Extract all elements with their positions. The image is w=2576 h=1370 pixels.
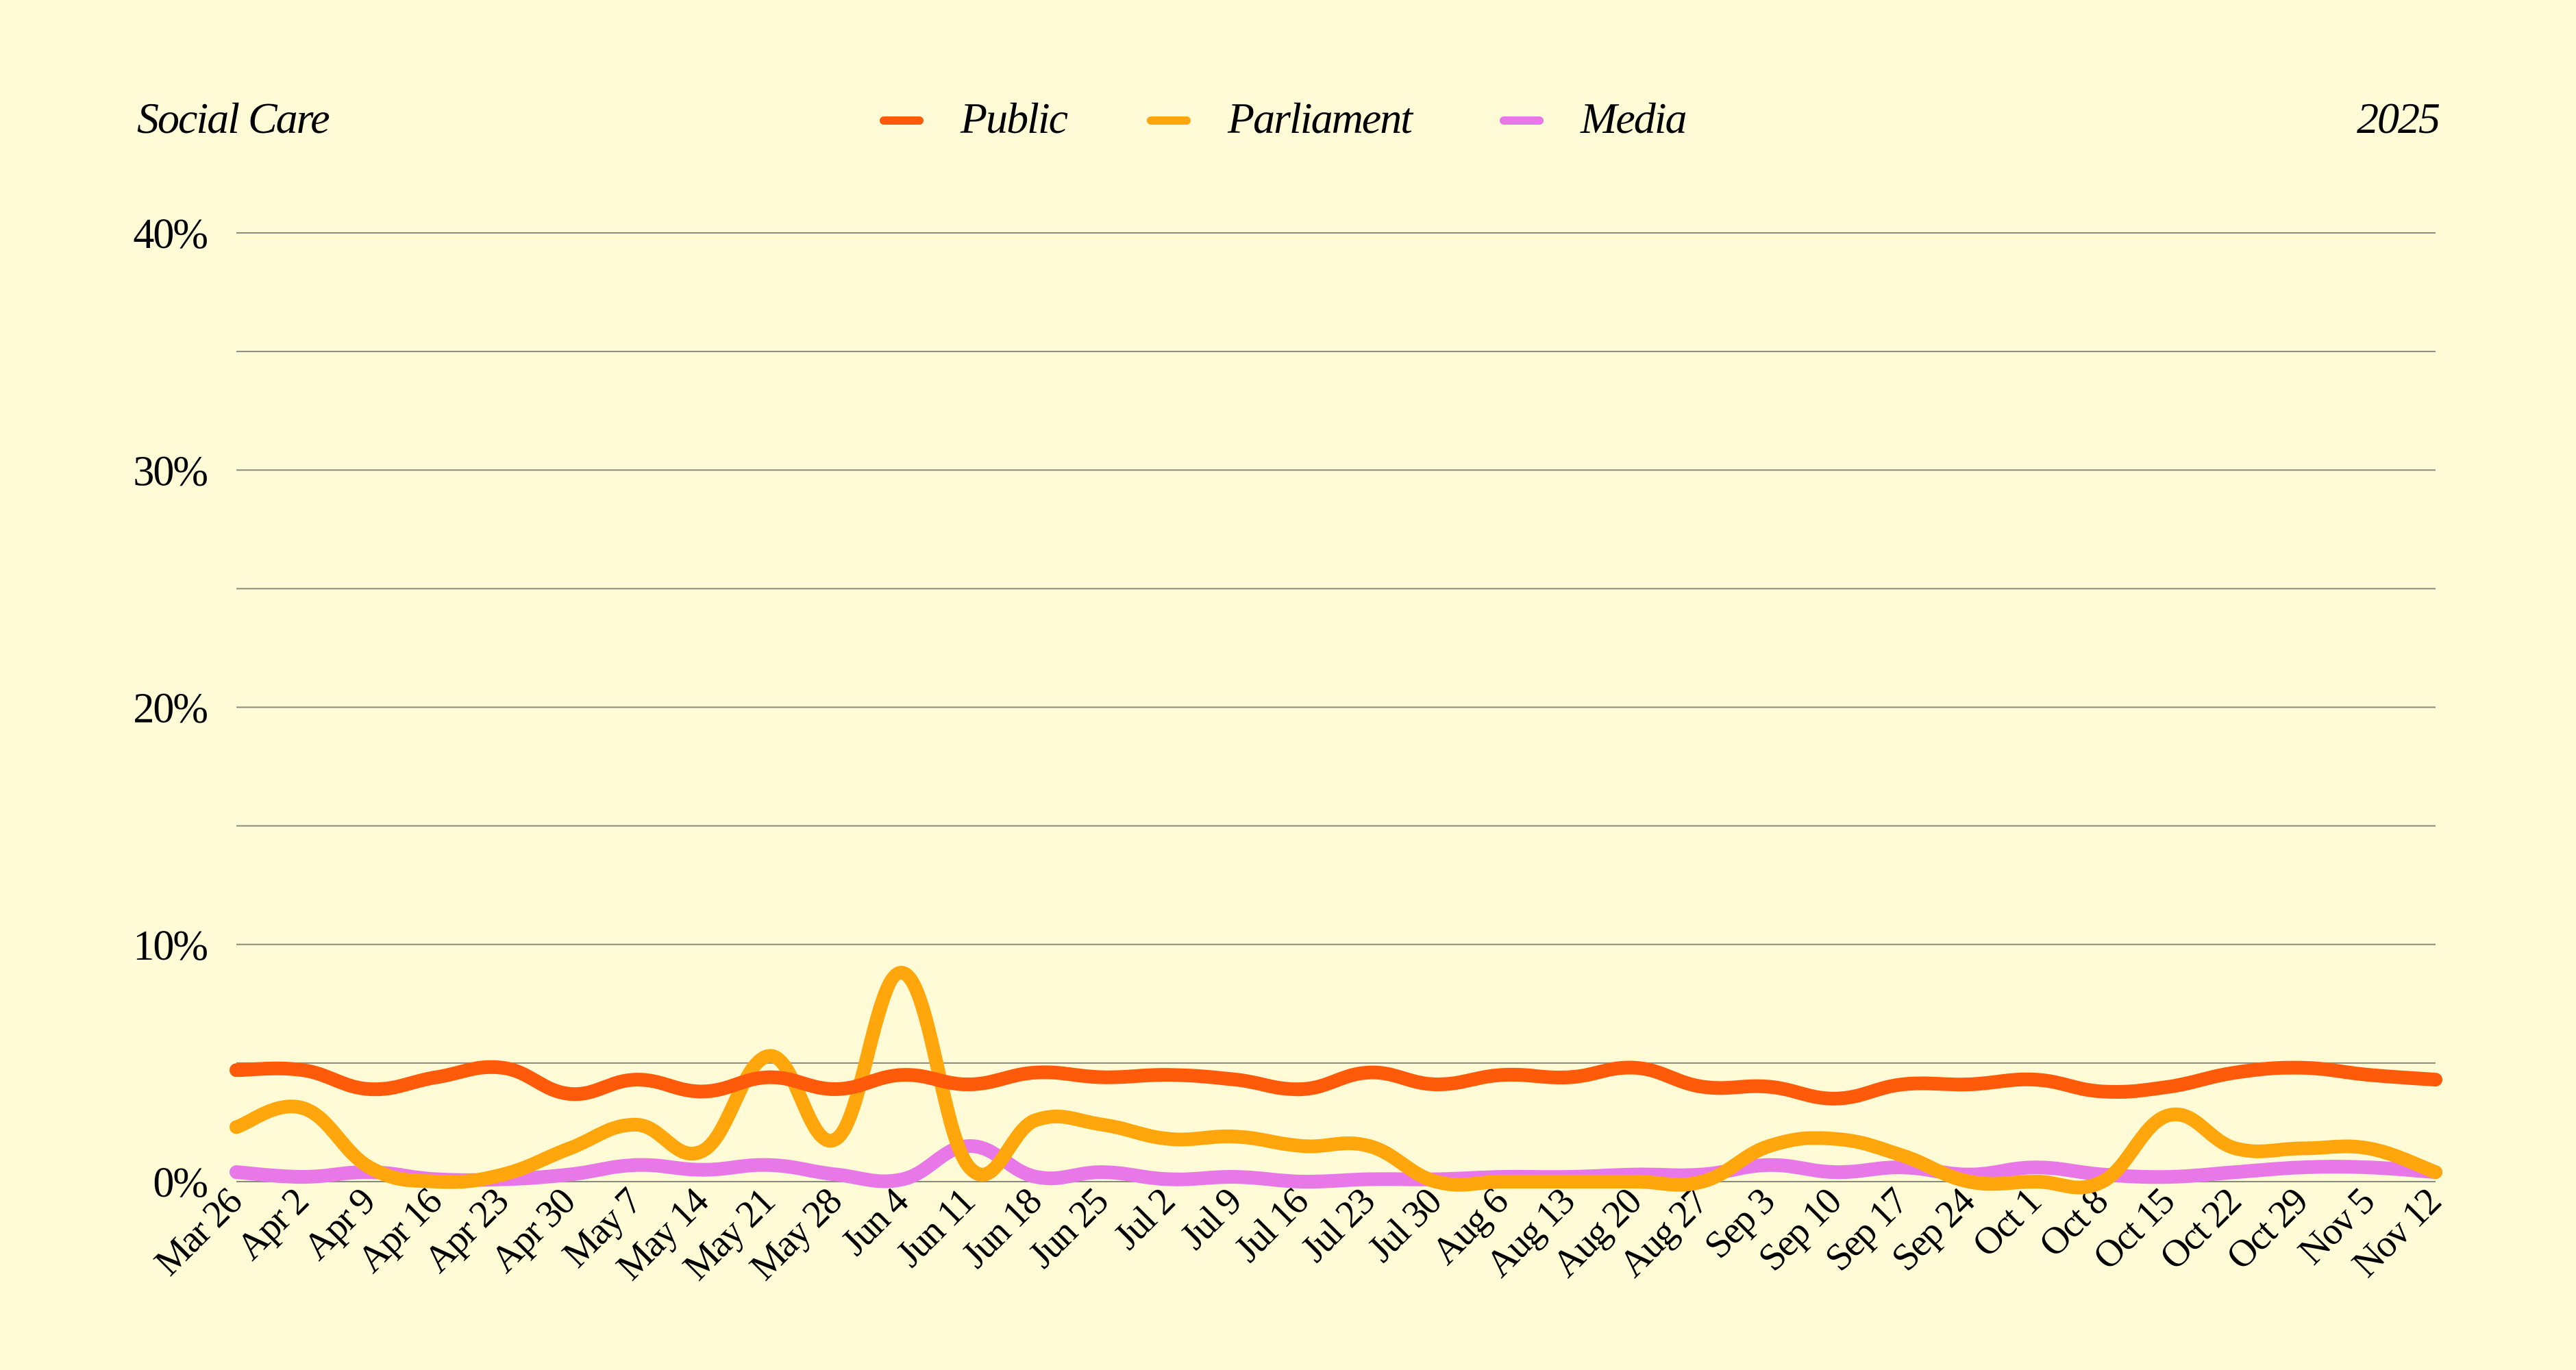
- series-line-parliament: [230, 966, 2442, 1195]
- legend: Public Parliament Media: [880, 94, 1687, 142]
- y-tick-label: 30%: [133, 448, 207, 495]
- x-tick-label: Jul 23: [1293, 1180, 1383, 1270]
- x-tick-label: Apr 2: [228, 1180, 316, 1268]
- grid: [236, 232, 2436, 1182]
- legend-label: Public: [960, 94, 1068, 142]
- x-tick-label: Jul 30: [1359, 1180, 1449, 1270]
- x-tick-label: Oct 1: [1964, 1180, 2049, 1265]
- y-tick-label: 10%: [133, 923, 207, 969]
- series-line-media: [230, 1139, 2442, 1189]
- y-axis: 0% 10% 20% 30% 40%: [133, 211, 208, 1206]
- legend-label: Parliament: [1227, 94, 1414, 142]
- x-tick-label: Jul 2: [1105, 1180, 1182, 1258]
- series-line-public: [230, 1060, 2442, 1106]
- legend-label: Media: [1580, 94, 1686, 142]
- x-tick-label: Jun 25: [1020, 1180, 1116, 1276]
- chart-year: 2025: [2357, 94, 2440, 142]
- y-tick-label: 0%: [153, 1160, 207, 1206]
- legend-item-public: Public: [880, 94, 1069, 142]
- series-lines: [230, 966, 2442, 1195]
- y-tick-label: 40%: [133, 211, 207, 258]
- y-tick-label: 20%: [133, 686, 207, 732]
- chart-title: Social Care: [137, 94, 329, 142]
- x-tick-label: Jul 16: [1226, 1180, 1316, 1271]
- legend-item-media: Media: [1500, 94, 1687, 142]
- legend-item-parliament: Parliament: [1147, 94, 1415, 142]
